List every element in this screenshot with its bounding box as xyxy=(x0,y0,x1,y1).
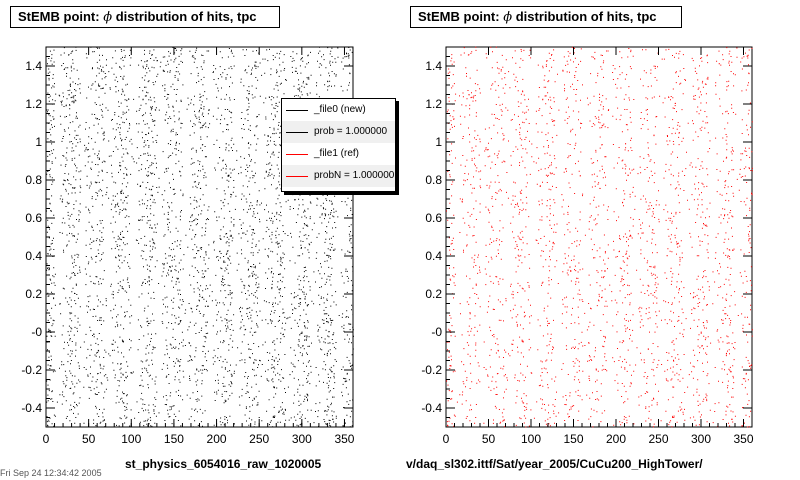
right-y-tick-label-5: 0.6 xyxy=(425,211,442,225)
left-y-tick-label-6: 0.8 xyxy=(25,173,42,187)
legend-label-file1: _file1 (ref) xyxy=(314,148,360,159)
left-x-tick-label-1: 50 xyxy=(82,432,96,446)
right-y-tick-label-9: 1.4 xyxy=(425,59,442,73)
right-plot-frame xyxy=(445,46,753,428)
left-x-tick-label-7: 350 xyxy=(334,432,354,446)
right-y-tick-label-8: 1.2 xyxy=(425,97,442,111)
legend-line-probn xyxy=(286,176,308,177)
right-y-tick-label-4: 0.4 xyxy=(425,249,442,263)
left-x-tick-label-0: 0 xyxy=(43,432,50,446)
left-y-tick-label-9: 1.4 xyxy=(25,59,42,73)
left-x-axis-label: st_physics_6054016_raw_1020005 xyxy=(125,457,322,471)
left-x-tick-label-4: 200 xyxy=(207,432,227,446)
right-plot: 0 50 100 150 200 250 300 350 -0.4 -0.2 -0 0.2 0.4 0.6… xyxy=(421,46,754,446)
right-title-prefix: StEMB point: xyxy=(418,9,504,24)
right-x-axis-label: v/daq_sl302.ittf/Sat/year_2005/CuCu200_H… xyxy=(406,457,703,471)
legend-line-file0 xyxy=(286,110,308,111)
legend-label-probn: probN = 1.000000 xyxy=(314,170,395,181)
left-y-tick-label-0: -0.4 xyxy=(21,401,42,415)
right-x-tick-label-3: 150 xyxy=(563,432,583,446)
right-x-tick-label-7: 350 xyxy=(733,432,753,446)
left-y-tick-label-1: -0.2 xyxy=(21,363,42,377)
right-y-tick-label-2: -0 xyxy=(431,325,442,339)
right-plot-title: StEMB point: ϕ distribution of hits, tpc xyxy=(410,6,682,28)
left-y-tick-label-4: 0.4 xyxy=(25,249,42,263)
legend-box: _file0 (new) prob = 1.000000 _file1 (ref… xyxy=(281,98,396,192)
legend-line-prob xyxy=(286,132,308,133)
right-y-tick-label-7: 1 xyxy=(435,135,442,149)
legend-label-file0: _file0 (new) xyxy=(314,104,366,115)
left-y-tick-label-2: -0 xyxy=(31,325,42,339)
left-x-tick-label-3: 150 xyxy=(164,432,184,446)
right-title-phi: ϕ xyxy=(503,10,513,25)
right-y-tick-label-1: -0.2 xyxy=(421,363,442,377)
right-y-tick-label-6: 0.8 xyxy=(425,173,442,187)
right-x-tick-label-4: 200 xyxy=(606,432,626,446)
right-x-tick-label-6: 300 xyxy=(691,432,711,446)
left-title-suffix: distribution of hits, tpc xyxy=(112,9,257,24)
left-y-tick-label-5: 0.6 xyxy=(25,211,42,225)
right-title-suffix: distribution of hits, tpc xyxy=(512,9,657,24)
right-x-tick-label-1: 50 xyxy=(482,432,496,446)
right-y-tick-label-0: -0.4 xyxy=(421,401,442,415)
left-x-tick-label-6: 300 xyxy=(292,432,312,446)
left-scatter-points xyxy=(46,46,354,428)
left-title-prefix: StEMB point: xyxy=(18,9,104,24)
legend-entry-probn: probN = 1.000000 xyxy=(282,165,395,187)
legend-entry-file1: _file1 (ref) xyxy=(282,143,395,165)
left-plot-title: StEMB point: ϕ distribution of hits, tpc xyxy=(10,6,280,28)
legend-line-file1 xyxy=(286,154,308,155)
right-x-tick-label-5: 250 xyxy=(648,432,668,446)
right-y-tick-label-3: 0.2 xyxy=(425,287,442,301)
legend-entry-file0: _file0 (new) xyxy=(282,99,395,121)
left-y-tick-label-3: 0.2 xyxy=(25,287,42,301)
right-x-tick-label-0: 0 xyxy=(443,432,450,446)
legend-label-prob: prob = 1.000000 xyxy=(314,126,388,137)
legend-entry-prob: prob = 1.000000 xyxy=(282,121,395,143)
left-x-tick-label-2: 100 xyxy=(121,432,141,446)
left-title-phi: ϕ xyxy=(103,10,113,25)
left-y-tick-label-8: 1.2 xyxy=(25,97,42,111)
right-x-tick-label-2: 100 xyxy=(521,432,541,446)
left-y-tick-label-7: 1 xyxy=(35,135,42,149)
left-x-tick-label-5: 250 xyxy=(249,432,269,446)
timestamp-footer: Fri Sep 24 12:34:42 2005 xyxy=(0,468,102,478)
right-scatter-points xyxy=(446,46,753,428)
